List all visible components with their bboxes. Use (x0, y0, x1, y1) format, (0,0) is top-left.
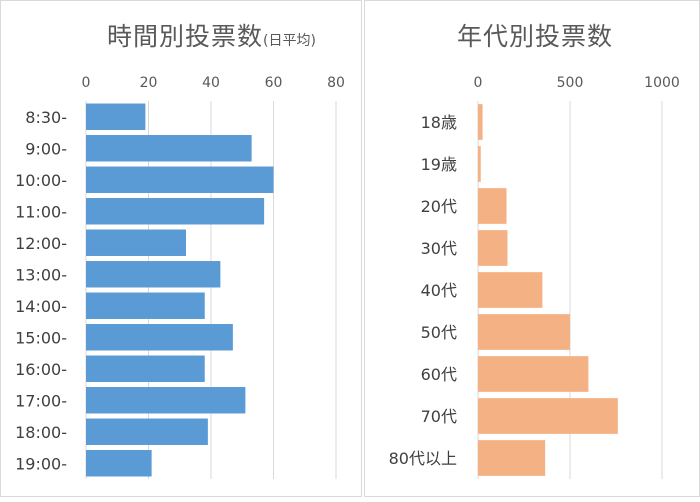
bar (86, 355, 205, 382)
chart-title: 時間別投票数(日平均) (107, 17, 316, 53)
y-category-label: 30代 (421, 239, 457, 258)
chart-title: 年代別投票数 (457, 17, 613, 53)
bar (86, 450, 152, 477)
bar (86, 135, 252, 162)
chart-title-text: 年代別投票数 (457, 22, 614, 51)
age-votes-chart: 0 500 1000 18歳 19歳 20代 30代 40代 50代 60代 70代 80代以上 (389, 75, 680, 479)
bar (478, 356, 589, 392)
bar (86, 261, 221, 288)
x-tick-label: 0 (474, 75, 483, 91)
bar (86, 229, 186, 256)
bar (86, 324, 233, 351)
y-category-label: 60代 (421, 365, 457, 384)
bar (478, 188, 507, 224)
y-category-label: 14:00- (15, 297, 67, 316)
y-category-label: 80代以上 (389, 449, 457, 468)
y-category-label: 11:00- (15, 202, 67, 221)
y-category-label: 18:00- (15, 423, 67, 442)
y-category-label: 10:00- (15, 171, 67, 190)
y-category-label: 9:00- (25, 139, 67, 158)
y-category-label: 18歳 (421, 113, 457, 132)
bar (478, 230, 508, 266)
x-tick-label: 1000 (644, 75, 680, 91)
bar (86, 387, 246, 414)
y-category-label: 13:00- (15, 265, 67, 284)
y-category-label: 70代 (421, 407, 457, 426)
x-tick-label: 80 (327, 75, 345, 91)
x-tick-label: 20 (140, 75, 158, 91)
hourly-votes-chart: 0 20 40 60 80 8:30- 9:00- 10:00- 11:00- 12:00- 13:… (15, 75, 345, 479)
x-tick-label: 40 (202, 75, 220, 91)
y-category-label: 15:00- (15, 328, 67, 347)
y-category-label: 19:00- (15, 454, 67, 473)
bar (478, 314, 570, 350)
bar (86, 418, 208, 445)
y-category-label: 16:00- (15, 360, 67, 379)
y-category-label: 50代 (421, 323, 457, 342)
y-category-label: 40代 (421, 281, 457, 300)
bar (86, 198, 265, 225)
y-category-label: 20代 (421, 197, 457, 216)
bar (478, 398, 618, 434)
bar (478, 104, 483, 140)
y-category-label: 12:00- (15, 234, 67, 253)
bar (86, 166, 274, 193)
y-category-label: 17:00- (15, 391, 67, 410)
x-tick-label: 500 (557, 75, 584, 91)
x-tick-label: 0 (82, 75, 91, 91)
y-category-label: 8:30- (25, 108, 67, 127)
bar (478, 272, 543, 308)
bar (478, 146, 481, 182)
hourly-votes-chart-panel: 時間別投票数(日平均) 0 20 40 60 80 8:30- 9:00- 10:00- 11:… (0, 0, 362, 497)
bar (86, 103, 146, 130)
bar (478, 440, 546, 476)
age-votes-chart-panel: 年代別投票数 0 500 1000 18歳 19歳 20代 30代 40代 50代 60代 70代 8… (364, 0, 700, 497)
chart-subtitle: (日平均) (263, 33, 316, 49)
y-category-label: 19歳 (421, 155, 457, 174)
chart-title-text: 時間別投票数 (107, 22, 264, 51)
x-tick-label: 60 (265, 75, 283, 91)
bar (86, 292, 205, 319)
